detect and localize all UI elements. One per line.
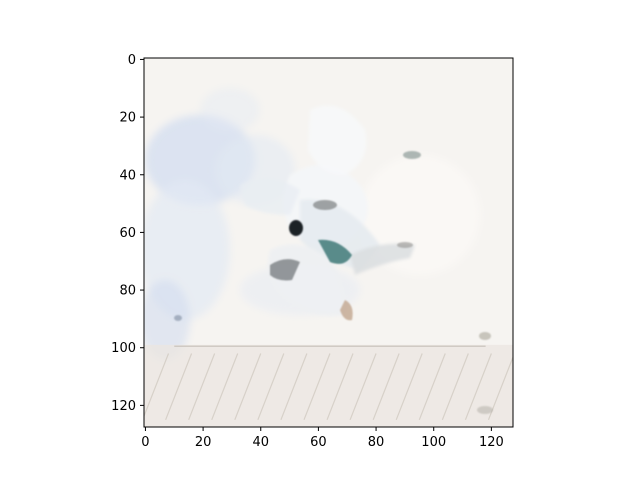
floor-stripe <box>464 353 492 421</box>
haze-blob <box>144 280 190 360</box>
figure-detail <box>479 332 491 340</box>
floor-stripe <box>257 353 285 421</box>
figure-detail <box>174 315 182 321</box>
floor-stripe <box>234 353 262 421</box>
x-axis: 0 20 40 60 80 100 120 <box>141 427 504 450</box>
floor-stripe <box>349 353 377 421</box>
floor-stripe <box>372 353 400 421</box>
image-floor <box>144 344 513 427</box>
figure-detail <box>270 259 300 281</box>
y-tick-label: 120 <box>111 399 136 414</box>
y-tick-label: 60 <box>119 226 136 241</box>
figure-detail <box>289 220 303 236</box>
x-tick-label: 100 <box>421 435 446 450</box>
y-axis: 0 20 40 60 80 100 120 <box>111 53 144 414</box>
y-tick-label: 80 <box>119 284 136 299</box>
x-tick-label: 0 <box>141 435 149 450</box>
y-tick-label: 0 <box>128 53 136 68</box>
x-tick-label: 120 <box>479 435 504 450</box>
floor-stripe <box>280 353 308 421</box>
x-tick-label: 60 <box>310 435 327 450</box>
y-tick-label: 40 <box>119 168 136 183</box>
floor-stripe <box>395 353 423 421</box>
figure-detail <box>403 151 421 159</box>
axes-frame <box>143 57 514 428</box>
x-tick-label: 80 <box>368 435 385 450</box>
y-tick-label: 100 <box>111 341 136 356</box>
floor-stripe <box>487 355 513 421</box>
haze-blob <box>200 88 260 132</box>
figure-detail <box>318 239 352 264</box>
x-tick-label: 20 <box>195 435 212 450</box>
figure-detail <box>477 406 493 414</box>
figure-shape <box>350 243 415 275</box>
figure-detail <box>397 242 413 248</box>
figure-shape <box>240 178 300 215</box>
figure-detail <box>340 300 353 321</box>
floor-stripe <box>188 353 216 421</box>
floor-stripe <box>165 353 193 421</box>
image-details <box>174 151 493 414</box>
floor-stripe <box>144 353 170 418</box>
floor-stripe <box>326 353 354 421</box>
figure-detail <box>313 200 337 210</box>
heatmap-image <box>144 58 513 427</box>
x-tick-label: 40 <box>252 435 269 450</box>
figure-shape <box>308 105 367 175</box>
floor-stripe <box>303 353 331 421</box>
floor-stripe <box>211 353 239 421</box>
y-tick-label: 20 <box>119 111 136 126</box>
floor-stripe <box>418 353 446 421</box>
floor-stripe <box>441 353 469 421</box>
